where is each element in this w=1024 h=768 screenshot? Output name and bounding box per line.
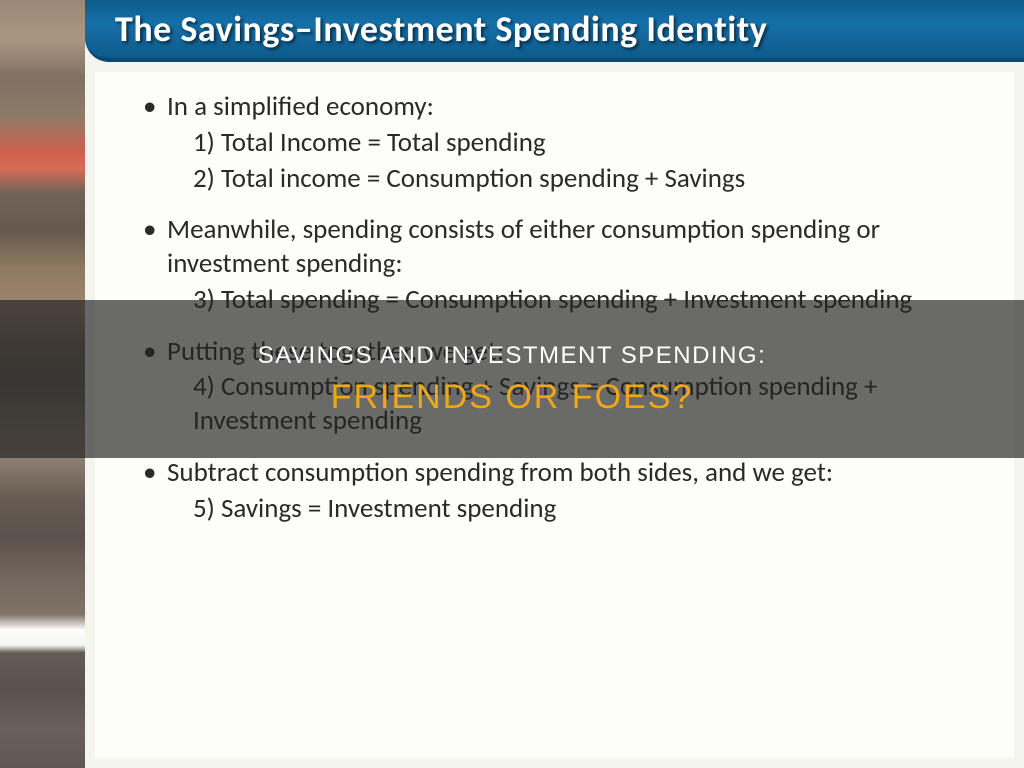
bullet-main: Meanwhile, spending consists of either c… (125, 213, 984, 281)
bullet-section-1: In a simplified economy: 1) Total Income… (125, 90, 984, 195)
overlay-banner: SAVINGS AND INVESTMENT SPENDING: FRIENDS… (0, 300, 1024, 458)
sub-item: 2) Total income = Consumption spending +… (125, 162, 984, 196)
overlay-title: FRIENDS OR FOES? (331, 378, 694, 417)
sub-item: 1) Total Income = Total spending (125, 126, 984, 160)
sub-item: 5) Savings = Investment spending (125, 492, 984, 526)
bullet-main: In a simplified economy: (125, 90, 984, 124)
bullet-main: Subtract consumption spending from both … (125, 456, 984, 490)
slide-title: The Savings–Investment Spending Identity (115, 7, 767, 51)
overlay-subtitle: SAVINGS AND INVESTMENT SPENDING: (258, 342, 767, 370)
bullet-section-4: Subtract consumption spending from both … (125, 456, 984, 526)
title-bar: The Savings–Investment Spending Identity (85, 0, 1024, 62)
